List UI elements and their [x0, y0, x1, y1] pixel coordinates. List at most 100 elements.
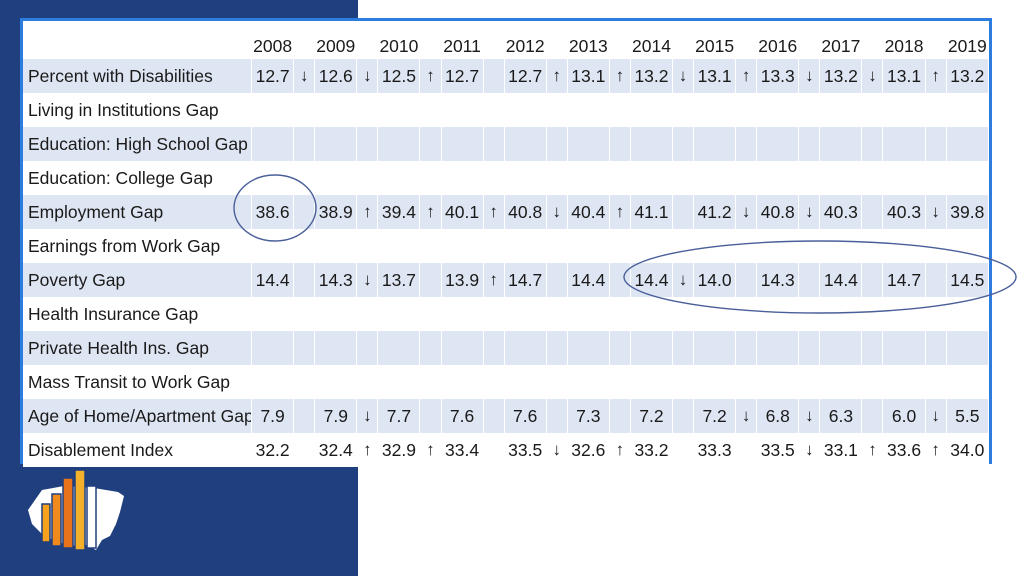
arrow-up-icon: ↑	[546, 59, 568, 93]
row-label: Earnings from Work Gap	[23, 229, 253, 263]
table-row: Education: High School Gap	[23, 127, 990, 161]
value-cell: 32.9	[377, 433, 421, 467]
arrow-up-icon: ↑	[925, 59, 947, 93]
disability-statistics-table: 2008 2009 2010 2011 2012 2013 2014 2015 2016 2017…	[23, 21, 990, 467]
arrow-cell	[735, 127, 758, 161]
value-cell	[314, 161, 358, 195]
value-cell: 33.6	[882, 433, 926, 467]
value-cell: 13.2	[819, 59, 863, 93]
value-cell	[819, 297, 863, 331]
arrow-down-icon: ↓	[798, 433, 821, 467]
arrow-cell	[293, 297, 316, 331]
value-cell	[314, 93, 358, 127]
value-cell: 13.1	[882, 59, 926, 93]
value-cell	[756, 297, 800, 331]
arrow-cell	[672, 365, 695, 399]
arrow-cell	[419, 93, 442, 127]
value-cell	[504, 297, 547, 331]
arrow-cell	[483, 433, 505, 467]
table-row: Employment Gap 38.6 38.9 ↑ 39.4 ↑ 40.1 ↑ 40.8 ↓ 40…	[23, 195, 990, 229]
value-cell	[693, 365, 737, 399]
value-cell	[819, 93, 863, 127]
arrow-cell	[925, 365, 947, 399]
arrow-cell	[293, 263, 316, 297]
arrow-cell	[735, 365, 758, 399]
value-cell: 6.3	[819, 399, 863, 433]
arrow-down-icon: ↓	[546, 433, 568, 467]
value-cell	[377, 331, 421, 365]
arrow-cell	[735, 297, 758, 331]
arrow-cell	[356, 297, 379, 331]
value-cell: 5.5	[946, 399, 990, 433]
arrow-cell	[735, 263, 758, 297]
arrow-cell	[861, 263, 884, 297]
value-cell	[630, 365, 674, 399]
value-cell	[630, 331, 674, 365]
value-cell	[567, 331, 610, 365]
arrow-down-icon: ↓	[798, 399, 821, 433]
arrow-cell	[609, 297, 631, 331]
data-table-container: 2008 2009 2010 2011 2012 2013 2014 2015 2016 2017…	[20, 18, 992, 467]
arrow-cell	[483, 399, 505, 433]
value-cell	[882, 127, 926, 161]
value-cell: 13.3	[756, 59, 800, 93]
arrow-cell	[356, 229, 379, 263]
year-header: 2018	[882, 21, 926, 59]
row-label: Employment Gap	[23, 195, 253, 229]
value-cell: 14.4	[819, 263, 863, 297]
arrow-up-icon: ↑	[609, 433, 631, 467]
value-cell	[756, 229, 800, 263]
arrow-down-icon: ↓	[546, 195, 568, 229]
arrow-down-icon: ↓	[925, 195, 947, 229]
value-cell: 39.4	[377, 195, 421, 229]
spacer-cell	[861, 21, 884, 59]
arrow-cell	[293, 93, 316, 127]
value-cell: 7.6	[504, 399, 547, 433]
value-cell	[946, 161, 990, 195]
value-cell: 40.8	[756, 195, 800, 229]
value-cell: 41.2	[693, 195, 737, 229]
arrow-cell	[925, 161, 947, 195]
value-cell	[441, 331, 484, 365]
value-cell	[567, 93, 610, 127]
arrow-up-icon: ↑	[609, 195, 631, 229]
value-cell	[504, 93, 547, 127]
value-cell: 40.3	[882, 195, 926, 229]
value-cell	[756, 365, 800, 399]
arrow-cell	[672, 161, 695, 195]
table-row: Private Health Ins. Gap	[23, 331, 990, 365]
value-cell	[756, 331, 800, 365]
row-label: Health Insurance Gap	[23, 297, 253, 331]
row-label: Education: College Gap	[23, 161, 253, 195]
arrow-cell	[672, 195, 695, 229]
value-cell	[251, 161, 295, 195]
value-cell	[693, 161, 737, 195]
arrow-cell	[419, 331, 442, 365]
value-cell	[882, 229, 926, 263]
arrow-cell	[672, 93, 695, 127]
row-label: Poverty Gap	[23, 263, 253, 297]
value-cell: 38.9	[314, 195, 358, 229]
bar-chart-usa-map-logo	[28, 469, 124, 551]
value-cell	[756, 93, 800, 127]
arrow-cell	[735, 331, 758, 365]
value-cell	[693, 297, 737, 331]
value-cell	[819, 127, 863, 161]
arrow-cell	[419, 399, 442, 433]
arrow-cell	[483, 365, 505, 399]
value-cell	[819, 229, 863, 263]
value-cell: 14.4	[251, 263, 295, 297]
arrow-cell	[293, 433, 316, 467]
arrow-cell	[798, 93, 821, 127]
value-cell: 7.9	[251, 399, 295, 433]
value-cell: 14.0	[693, 263, 737, 297]
value-cell: 32.2	[251, 433, 295, 467]
value-cell: 6.0	[882, 399, 926, 433]
value-cell	[567, 365, 610, 399]
arrow-down-icon: ↓	[798, 59, 821, 93]
value-cell	[693, 127, 737, 161]
year-header: 2009	[314, 21, 358, 59]
value-cell: 13.2	[946, 59, 990, 93]
arrow-down-icon: ↓	[735, 195, 758, 229]
spacer-cell	[483, 21, 505, 59]
